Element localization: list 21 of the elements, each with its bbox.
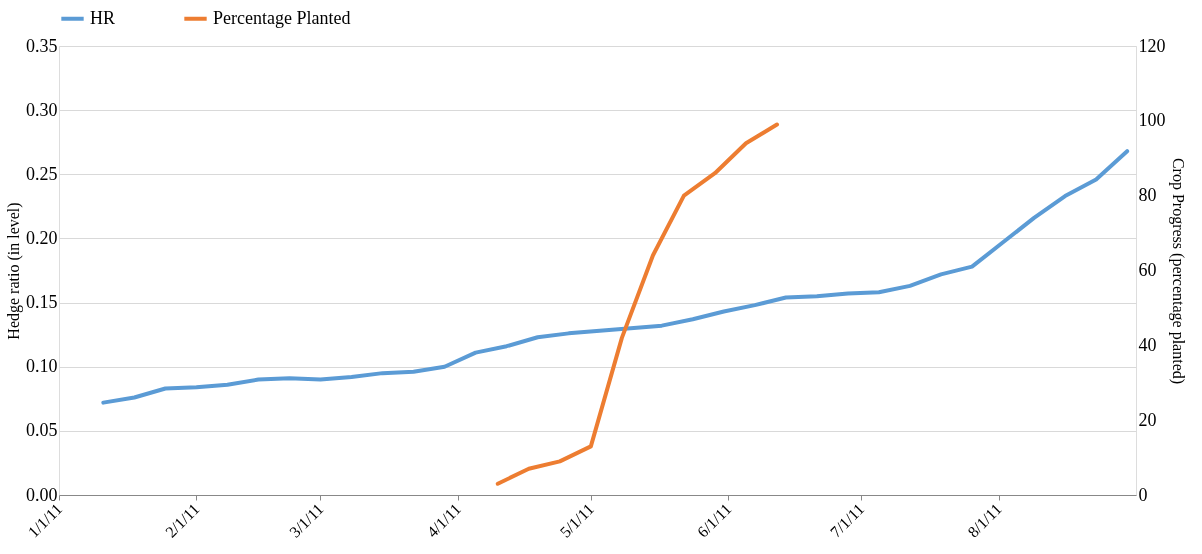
- y-tick-label: 0.15: [26, 292, 58, 313]
- y-axis-title: Hedge ratio (in level): [5, 202, 23, 340]
- y2-axis-title: Crop Progress (percentage planted): [1168, 157, 1187, 385]
- y2-tick-label: 80: [1138, 185, 1157, 206]
- y-tick-label: 0.00: [26, 484, 58, 505]
- y-tick-label: 0.20: [26, 227, 58, 248]
- y-tick-label: 0.30: [26, 99, 58, 120]
- y2-tick-label: 60: [1138, 260, 1157, 280]
- line-series: [495, 122, 779, 486]
- y2-tick-label: 120: [1138, 35, 1166, 56]
- legend-label: HR: [90, 7, 116, 28]
- y2-tick-label: 100: [1138, 110, 1166, 131]
- y2-tick-label: 20: [1138, 409, 1157, 430]
- y2-tick-label: 0: [1138, 484, 1148, 505]
- legend-label: Percentage Planted: [213, 7, 351, 28]
- y-tick-label: 0.35: [26, 35, 58, 56]
- line-series: [101, 149, 1130, 405]
- y-tick-label: 0.25: [26, 163, 58, 184]
- y-tick-label: 0.05: [26, 420, 58, 441]
- y-tick-label: 0.10: [26, 356, 58, 377]
- y2-tick-label: 40: [1138, 334, 1157, 355]
